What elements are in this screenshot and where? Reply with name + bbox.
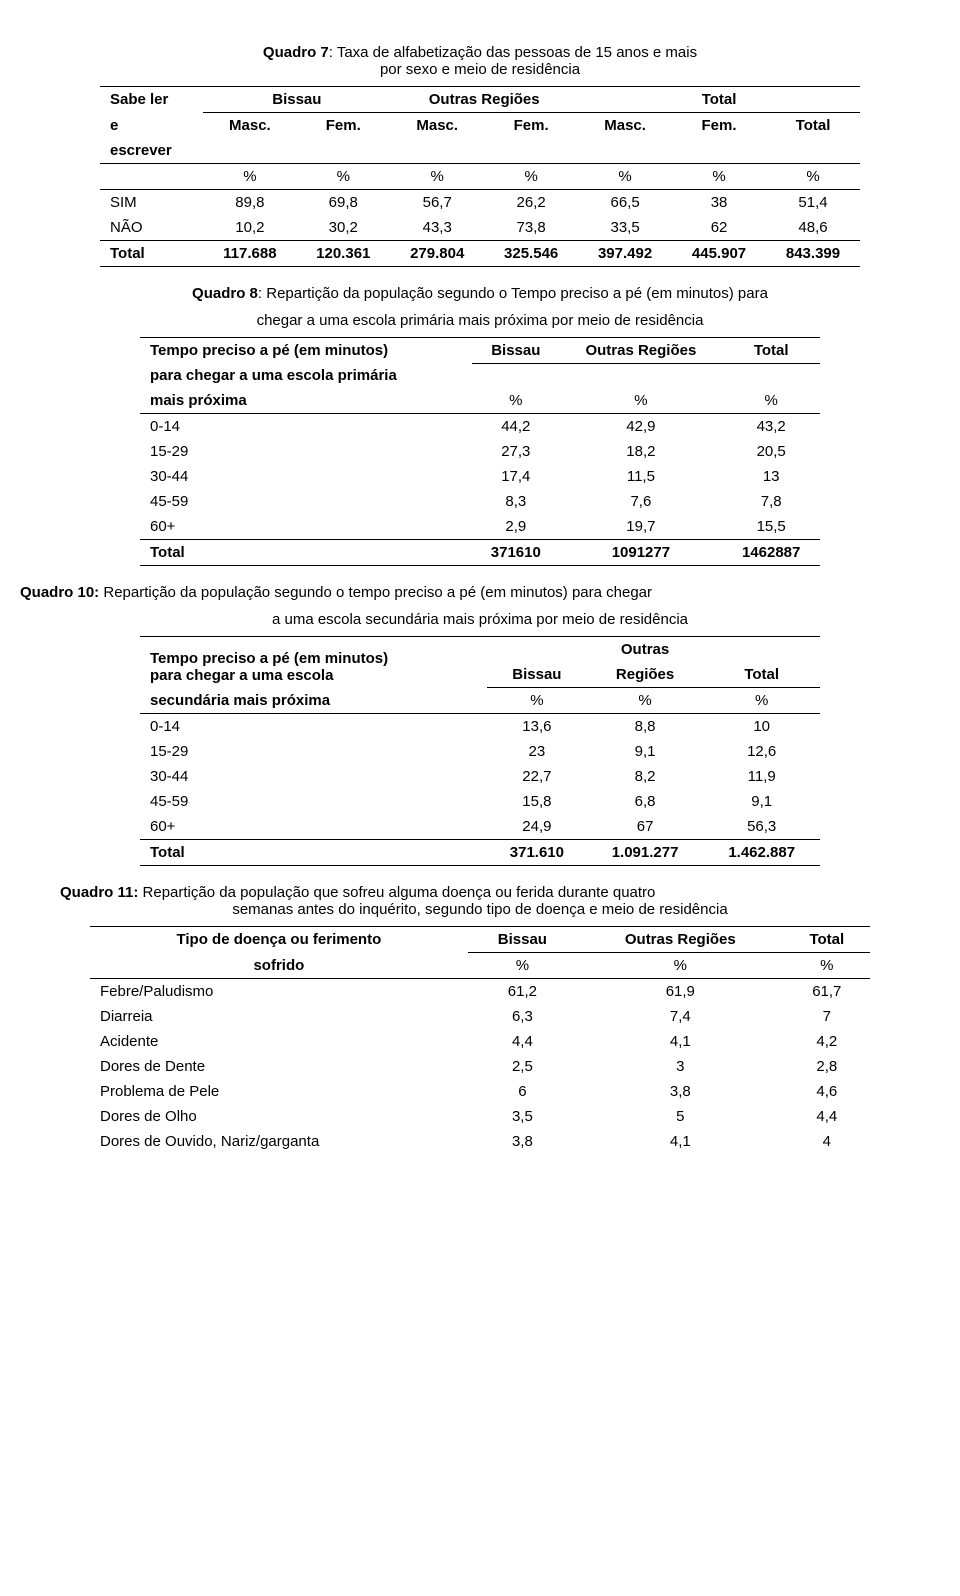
q7-masc-o: Masc. <box>390 113 484 164</box>
table-row: 0-14 13,6 8,8 10 <box>140 714 820 740</box>
q7-pct: % <box>203 163 296 189</box>
q11-col-total: Total <box>784 927 870 953</box>
q10-col-total: Total <box>703 662 820 688</box>
q7-pct: % <box>484 163 578 189</box>
table-row: NÃO 10,2 30,2 43,3 73,8 33,5 62 48,6 <box>100 215 860 241</box>
table-row: 30-44 22,7 8,2 11,9 <box>140 764 820 789</box>
q10-col-outras1: Outras <box>587 637 704 663</box>
quadro10-caption: Quadro 10: Repartição da população segun… <box>20 584 940 628</box>
quadro11-table: Tipo de doença ou ferimento Bissau Outra… <box>90 926 870 1154</box>
q8-lh1: Tempo preciso a pé (em minutos) <box>140 337 472 363</box>
q7-pct: % <box>672 163 766 189</box>
table-row: Problema de Pele 6 3,8 4,6 <box>90 1079 870 1104</box>
quadro8-subtitle: chegar a uma escola primária mais próxim… <box>20 312 940 329</box>
q8-lh3: mais próxima <box>140 388 472 414</box>
table-row: Dores de Olho 3,5 5 4,4 <box>90 1104 870 1129</box>
quadro10-table: Tempo preciso a pé (em minutos) para che… <box>140 636 820 866</box>
quadro7-table: Sabe ler Bissau Outras Regiões Total e M… <box>100 86 860 267</box>
quadro8-table: Tempo preciso a pé (em minutos) Bissau O… <box>140 337 820 567</box>
q7-total-t: Total <box>766 113 860 164</box>
quadro7-title-rest: : Taxa de alfabetização das pessoas de 1… <box>329 44 697 61</box>
quadro7-caption: Quadro 7: Taxa de alfabetização das pess… <box>20 44 940 78</box>
table-row: 60+ 2,9 19,7 15,5 <box>140 514 820 540</box>
q10-lh3: secundária mais próxima <box>140 688 487 714</box>
q7-rowhead3: escrever <box>100 138 203 164</box>
q7-fem-b: Fem. <box>296 113 390 164</box>
table-row: 15-29 27,3 18,2 20,5 <box>140 439 820 464</box>
quadro10-title-rest: Repartição da população segundo o tempo … <box>99 584 652 601</box>
table-row: 45-59 8,3 7,6 7,8 <box>140 489 820 514</box>
quadro11-title-bold: Quadro 11: <box>60 884 138 901</box>
q8-lh2: para chegar a uma escola primária <box>140 363 472 388</box>
quadro8-caption: Quadro 8: Repartição da população segund… <box>20 285 940 329</box>
q7-col-outras: Outras Regiões <box>390 87 578 113</box>
q7-fem-t: Fem. <box>672 113 766 164</box>
table-row: 60+ 24,9 67 56,3 <box>140 814 820 840</box>
q7-pct: % <box>766 163 860 189</box>
table-row: Dores de Ouvido, Nariz/garganta 3,8 4,1 … <box>90 1129 870 1154</box>
q10-col-outras2: Regiões <box>587 662 704 688</box>
q10-col-bissau: Bissau <box>487 637 587 688</box>
q7-col-total: Total <box>578 87 860 113</box>
q7-r0-label: SIM <box>100 189 203 215</box>
q10-lh1: Tempo preciso a pé (em minutos) <box>150 650 477 667</box>
q8-col-total: Total <box>722 337 820 363</box>
table-row: Dores de Dente 2,5 3 2,8 <box>90 1054 870 1079</box>
q8-col-outras: Outras Regiões <box>559 337 722 363</box>
table-row: 15-29 23 9,1 12,6 <box>140 739 820 764</box>
quadro7-subtitle: por sexo e meio de residência <box>20 61 940 78</box>
quadro7-title-bold: Quadro 7 <box>263 44 329 61</box>
quadro11-caption: Quadro 11: Repartição da população que s… <box>60 884 900 918</box>
q7-total-label: Total <box>100 240 203 266</box>
q11-col-bissau: Bissau <box>468 927 577 953</box>
q7-r1-label: NÃO <box>100 215 203 241</box>
table-row-total: Total 371610 1091277 1462887 <box>140 540 820 566</box>
q7-fem-o: Fem. <box>484 113 578 164</box>
q7-pct: % <box>390 163 484 189</box>
q7-masc-t: Masc. <box>578 113 672 164</box>
q7-pct: % <box>578 163 672 189</box>
q7-rowhead2: e <box>100 113 203 138</box>
q11-col-outras: Outras Regiões <box>577 927 784 953</box>
q7-pct: % <box>296 163 390 189</box>
quadro10-subtitle: a uma escola secundária mais próxima por… <box>20 611 940 628</box>
table-row: Febre/Paludismo 61,2 61,9 61,7 <box>90 979 870 1005</box>
q7-col-bissau: Bissau <box>203 87 390 113</box>
quadro10-title-bold: Quadro 10: <box>20 584 99 601</box>
table-row: SIM 89,8 69,8 56,7 26,2 66,5 38 51,4 <box>100 189 860 215</box>
table-row: Acidente 4,4 4,1 4,2 <box>90 1029 870 1054</box>
table-row-total: Total 117.688 120.361 279.804 325.546 39… <box>100 240 860 266</box>
table-row: 45-59 15,8 6,8 9,1 <box>140 789 820 814</box>
q10-lh2: para chegar a uma escola <box>150 667 477 684</box>
quadro11-title-rest: Repartição da população que sofreu algum… <box>138 884 655 901</box>
table-row: 0-14 44,2 42,9 43,2 <box>140 414 820 440</box>
quadro11-subtitle: semanas antes do inquérito, segundo tipo… <box>60 901 900 918</box>
quadro8-title-rest: : Repartição da população segundo o Temp… <box>258 285 768 302</box>
table-row: Diarreia 6,3 7,4 7 <box>90 1004 870 1029</box>
q8-col-bissau: Bissau <box>472 337 559 363</box>
table-row-total: Total 371.610 1.091.277 1.462.887 <box>140 840 820 866</box>
q11-lh2: sofrido <box>90 953 468 979</box>
table-row: 30-44 17,4 11,5 13 <box>140 464 820 489</box>
q7-rowhead1: Sabe ler <box>100 87 203 113</box>
q11-lh1: Tipo de doença ou ferimento <box>90 927 468 953</box>
quadro8-title-bold: Quadro 8 <box>192 285 258 302</box>
q7-masc-b: Masc. <box>203 113 296 164</box>
